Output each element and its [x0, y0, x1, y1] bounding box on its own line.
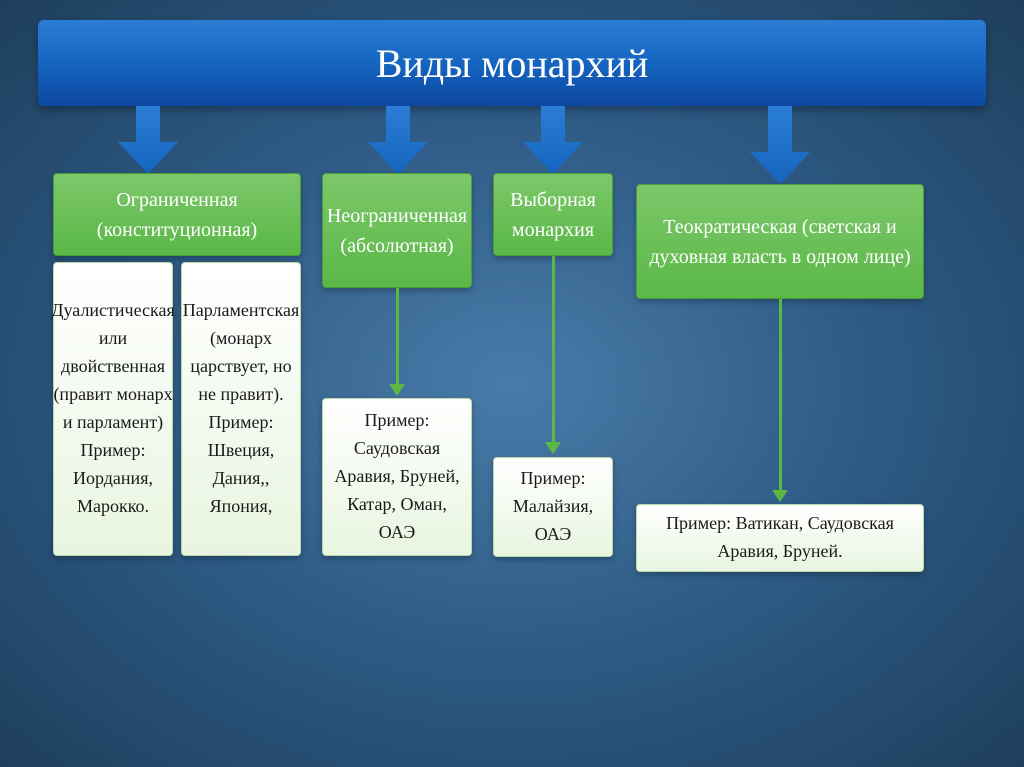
arrow-elective	[523, 106, 583, 174]
arrow-unlimited-example	[396, 288, 399, 386]
category-limited-label: Ограниченная (конституционная)	[64, 185, 290, 245]
limited-child-dualistic: Дуалистическая или двойственная (правит …	[53, 262, 173, 556]
arrow-limited	[118, 106, 178, 174]
arrow-unlimited	[368, 106, 428, 174]
category-limited: Ограниченная (конституционная)	[53, 173, 301, 256]
elective-example-label: Пример: Малайзия, ОАЭ	[500, 465, 606, 549]
category-unlimited-label: Неограниченная (абсолютная)	[327, 201, 467, 261]
title-text: Виды монархий	[376, 40, 649, 87]
unlimited-example-label: Пример: Саудовская Аравия, Бруней, Катар…	[329, 407, 465, 546]
limited-child-parliamentary-label: Парламентская (монарх царствует, но не п…	[183, 297, 300, 520]
category-unlimited: Неограниченная (абсолютная)	[322, 173, 472, 288]
category-elective-label: Выборная монархия	[504, 185, 602, 245]
category-elective: Выборная монархия	[493, 173, 613, 256]
arrow-elective-example	[552, 256, 555, 444]
elective-example: Пример: Малайзия, ОАЭ	[493, 457, 613, 557]
category-theocratic-label: Теократическая (светская и духовная влас…	[647, 212, 913, 272]
unlimited-example: Пример: Саудовская Аравия, Бруней, Катар…	[322, 398, 472, 556]
limited-child-parliamentary: Парламентская (монарх царствует, но не п…	[181, 262, 301, 556]
limited-child-dualistic-label: Дуалистическая или двойственная (правит …	[51, 297, 175, 520]
title-banner: Виды монархий	[38, 20, 986, 106]
theocratic-example-label: Пример: Ватикан, Саудовская Аравия, Брун…	[643, 510, 917, 566]
arrow-theocratic-example	[779, 299, 782, 492]
theocratic-example: Пример: Ватикан, Саудовская Аравия, Брун…	[636, 504, 924, 572]
arrow-theocratic	[750, 106, 810, 184]
category-theocratic: Теократическая (светская и духовная влас…	[636, 184, 924, 299]
